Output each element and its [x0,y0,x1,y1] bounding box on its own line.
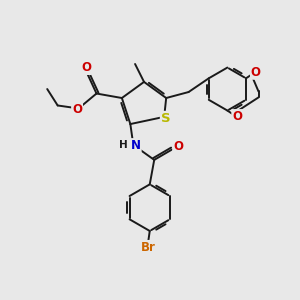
Text: Br: Br [141,241,156,254]
Text: O: O [232,110,242,123]
Text: O: O [72,103,82,116]
Text: N: N [131,139,141,152]
Text: H: H [119,140,128,150]
Text: O: O [81,61,91,74]
Text: O: O [173,140,183,153]
Text: S: S [161,112,170,125]
Text: O: O [251,66,261,79]
